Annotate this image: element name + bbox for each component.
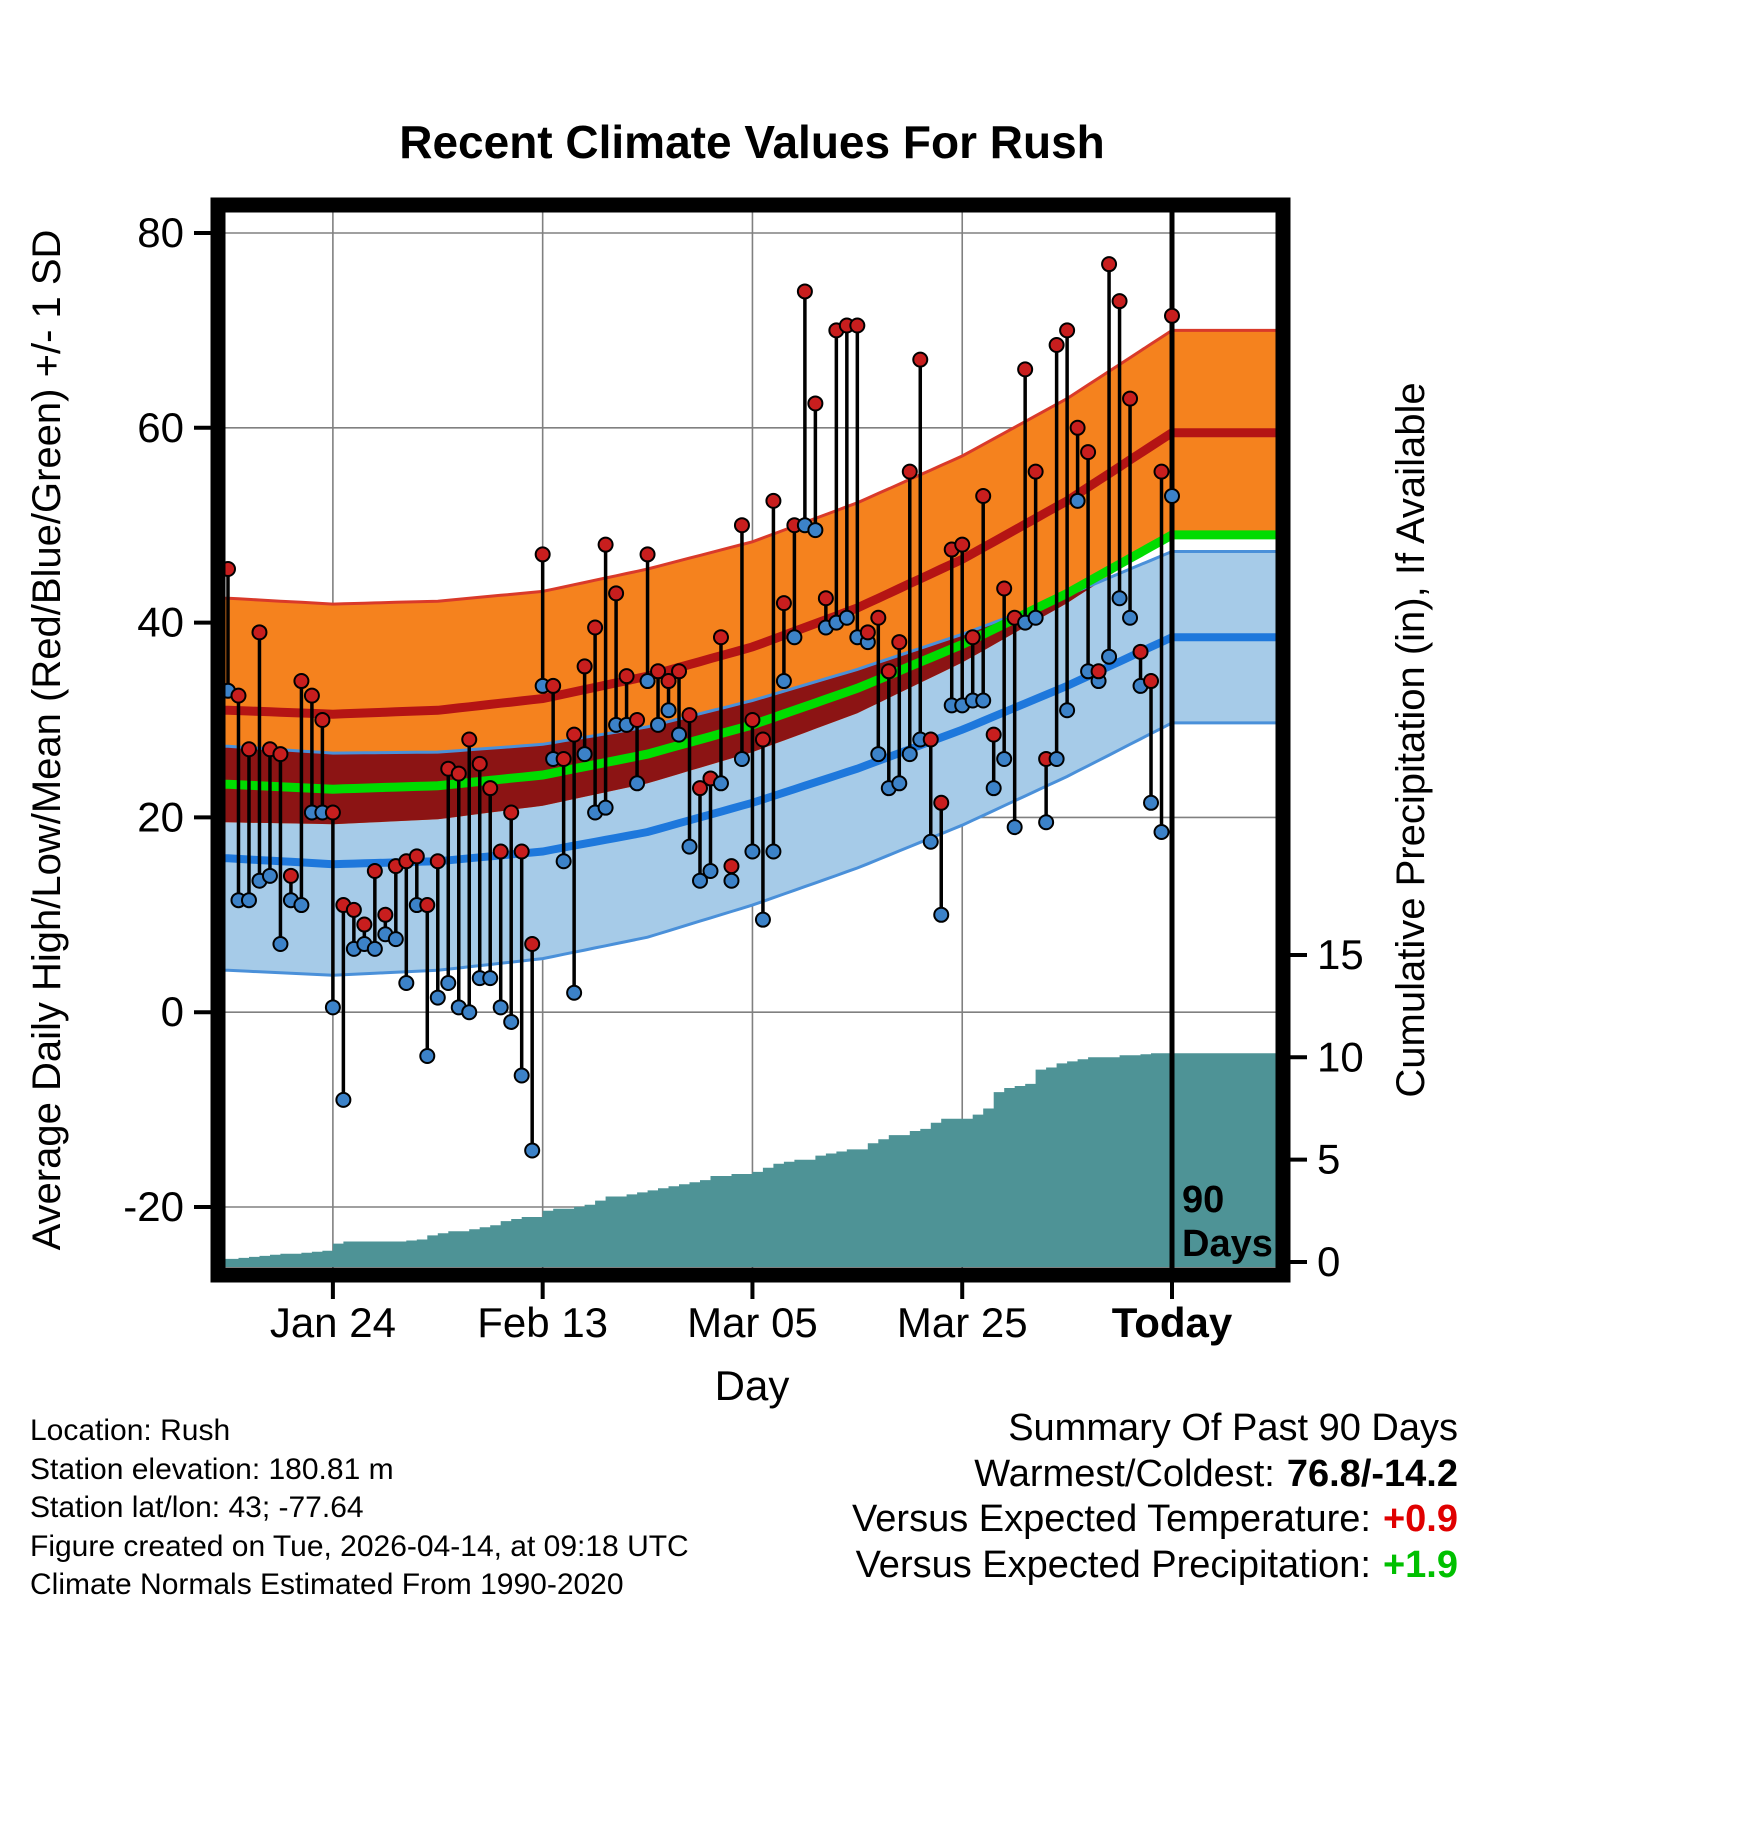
svg-text:-20: -20 — [123, 1183, 184, 1230]
left-axis-label: Average Daily High/Low/Mean (Red/Blue/Gr… — [25, 230, 69, 1251]
svg-text:80: 80 — [137, 209, 184, 256]
summary-vs-precipitation: Versus Expected Precipitation: +1.9 — [852, 1543, 1458, 1589]
svg-text:60: 60 — [137, 404, 184, 451]
summary-warmest-coldest: Warmest/Coldest: 76.8/-14.2 — [852, 1452, 1458, 1498]
warmest-coldest-value: 76.8/-14.2 — [1286, 1452, 1458, 1495]
axis-ticks-and-labels: 80 60 40 20 0 -20 15 10 5 0 Jan 24 Feb 13 Mar 05 Mar … — [123, 209, 1363, 1346]
summary-vs-temperature: Versus Expected Temperature: +0.9 — [852, 1497, 1458, 1543]
vs-temp-value: +0.9 — [1382, 1498, 1458, 1540]
summary-panel: Summary Of Past 90 Days Warmest/Coldest:… — [852, 1406, 1458, 1588]
svg-text:Today: Today — [1112, 1299, 1233, 1346]
summary-title: Summary Of Past 90 Days — [1008, 1407, 1458, 1449]
footer-location: Location: Rush — [30, 1414, 231, 1447]
svg-text:Days: Days — [1182, 1223, 1273, 1265]
svg-text:Mar 05: Mar 05 — [687, 1299, 818, 1346]
vs-temp-label: Versus Expected Temperature: — [852, 1498, 1371, 1540]
footer-elevation: Station elevation: 180.81 m — [30, 1452, 394, 1486]
plot-border — [210, 197, 1291, 1283]
footer-normals: Climate Normals Estimated From 1990-2020 — [30, 1568, 624, 1601]
plot-inner — [218, 205, 1283, 1275]
svg-text:Jan 24: Jan 24 — [270, 1299, 396, 1346]
warmest-coldest-label: Warmest/Coldest: — [974, 1452, 1275, 1495]
vs-precip-value: +1.9 — [1382, 1543, 1458, 1586]
footer-metadata: Location: Rush Station elevation: 180.81… — [30, 1412, 689, 1605]
footer-created: Figure created on Tue, 2026-04-14, at 09… — [30, 1529, 689, 1563]
chart-title: Recent Climate Values For Rush — [399, 116, 1105, 168]
right-axis-label: Cumulative Precipitation (in), If Availa… — [1389, 382, 1433, 1097]
svg-text:0: 0 — [161, 988, 184, 1035]
svg-text:Mar 25: Mar 25 — [897, 1299, 1028, 1346]
cumulative-precip-area — [219, 1053, 1282, 1267]
svg-text:Feb 13: Feb 13 — [477, 1299, 608, 1346]
svg-text:5: 5 — [1317, 1136, 1340, 1183]
svg-text:90: 90 — [1182, 1179, 1224, 1221]
x-axis-label: Day — [715, 1362, 790, 1409]
vs-precip-label: Versus Expected Precipitation: — [855, 1543, 1371, 1586]
svg-text:40: 40 — [137, 599, 184, 646]
svg-text:20: 20 — [137, 793, 184, 840]
svg-text:10: 10 — [1317, 1033, 1364, 1080]
daily-high-low-series — [220, 256, 1180, 1159]
footer-latlon: Station lat/lon: 43; -77.64 — [30, 1491, 364, 1524]
svg-text:0: 0 — [1317, 1238, 1340, 1285]
svg-text:15: 15 — [1317, 931, 1364, 978]
